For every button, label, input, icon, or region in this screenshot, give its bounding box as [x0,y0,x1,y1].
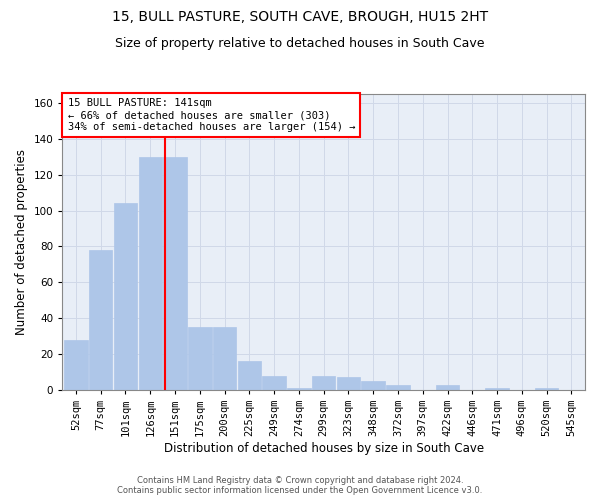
Bar [139,157,162,390]
Bar [64,340,88,390]
Bar [213,327,236,390]
Text: 15, BULL PASTURE, SOUTH CAVE, BROUGH, HU15 2HT: 15, BULL PASTURE, SOUTH CAVE, BROUGH, HU… [112,10,488,24]
Bar [287,388,311,390]
Text: Size of property relative to detached houses in South Cave: Size of property relative to detached ho… [115,38,485,51]
Bar [337,378,360,390]
Bar [238,361,261,390]
Bar [485,388,509,390]
Bar [188,327,212,390]
Text: Contains HM Land Registry data © Crown copyright and database right 2024.
Contai: Contains HM Land Registry data © Crown c… [118,476,482,495]
Bar [535,388,559,390]
Bar [361,381,385,390]
Bar [262,376,286,390]
Bar [312,376,335,390]
Y-axis label: Number of detached properties: Number of detached properties [15,149,28,335]
Text: 15 BULL PASTURE: 141sqm
← 66% of detached houses are smaller (303)
34% of semi-d: 15 BULL PASTURE: 141sqm ← 66% of detache… [68,98,355,132]
Bar [114,204,137,390]
Bar [436,384,459,390]
Bar [89,250,112,390]
Bar [386,384,410,390]
Bar [163,157,187,390]
X-axis label: Distribution of detached houses by size in South Cave: Distribution of detached houses by size … [164,442,484,455]
